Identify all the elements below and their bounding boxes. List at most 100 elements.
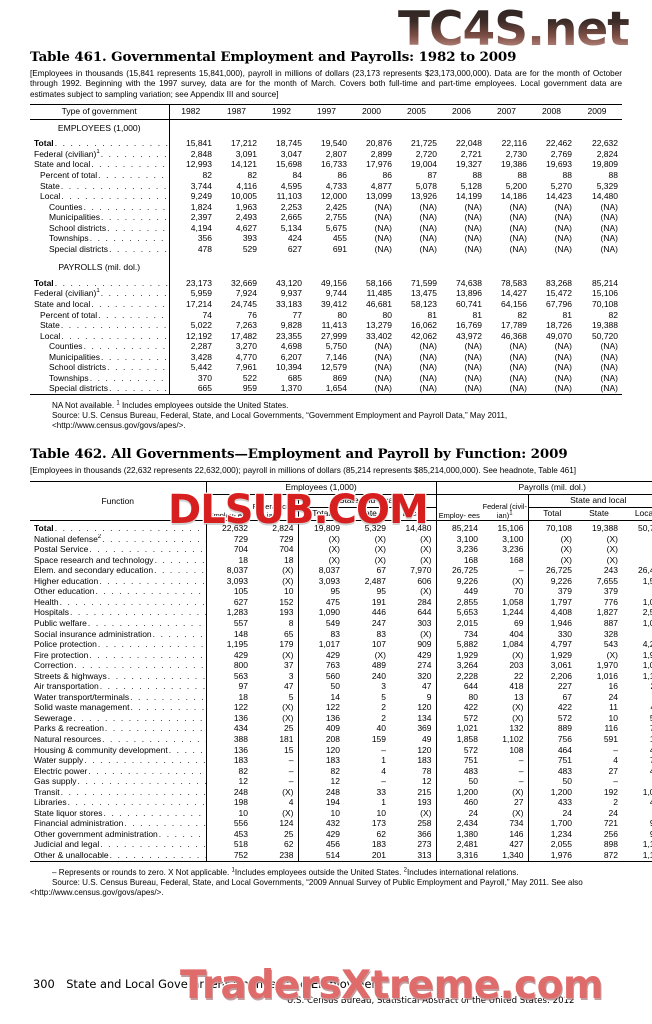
table-cell: 1,929 <box>527 649 576 661</box>
note-na: NA Not available. <box>52 400 115 410</box>
table-cell: – <box>613 744 618 755</box>
table-cell: 74 <box>168 309 216 321</box>
table-cell: 756 <box>527 733 576 745</box>
row-label-text: Electric power <box>34 765 88 776</box>
table-cell: (NA) <box>554 351 572 362</box>
table-cell: 62 <box>284 839 294 850</box>
table-cell: 1,195 <box>205 639 252 650</box>
col-header-1982: 1982 <box>168 104 216 120</box>
table-cell: 13 <box>514 691 524 702</box>
dot-leader <box>61 331 168 342</box>
row-label: Police protection <box>30 639 206 650</box>
table-461-header-row: Type of government 1982 1987 1992 1997 2… <box>30 104 622 120</box>
table-cell: (NA) <box>419 243 437 254</box>
table-cell: 14,427 <box>501 288 527 299</box>
col-header-sl-state-emp: State <box>357 507 377 518</box>
spacer-cell <box>441 119 486 138</box>
table-cell: 80 <box>337 309 347 320</box>
table-cell: 3 <box>381 681 386 692</box>
dot-leader <box>155 555 206 566</box>
table-cell: 330 <box>527 628 576 640</box>
table-cell: 21,725 <box>411 138 437 149</box>
table-cell: (NA) <box>464 222 482 233</box>
table-cell: (X) <box>527 533 576 545</box>
table-cell: 81 <box>427 309 437 320</box>
table-cell: 1,084 <box>502 639 524 650</box>
table-cell: 22 <box>514 670 524 681</box>
table-cell: 11,413 <box>321 320 347 331</box>
col-header-sl-total-emp: Total <box>297 507 344 521</box>
dot-leader <box>91 299 168 310</box>
table-cell: 42,062 <box>411 330 437 341</box>
dot-leader <box>91 159 168 170</box>
table-cell: 134 <box>417 712 432 723</box>
footer-source: U.S. Census Bureau, Statistical Abstract… <box>287 996 575 1006</box>
row-label: State and local <box>30 299 169 310</box>
table-cell: 22,462 <box>546 138 572 149</box>
table-cell: 1,976 <box>527 850 576 862</box>
table-cell: 591 <box>603 733 618 744</box>
spacer-cell <box>396 254 441 278</box>
table-cell: 26,482 <box>638 565 652 576</box>
table-cell: 1,234 <box>527 828 576 840</box>
table-cell: 388 <box>205 733 252 745</box>
table-cell: 16,062 <box>411 320 437 331</box>
table-cell: 2,720 <box>415 148 437 159</box>
table-cell: 108 <box>509 744 524 755</box>
table-cell: 60,741 <box>456 298 482 309</box>
table-cell: 49,070 <box>546 330 572 341</box>
table-cell: 58,166 <box>366 277 392 288</box>
table-cell: 3,264 <box>435 660 482 671</box>
dot-leader <box>98 310 168 321</box>
table-cell: 19,693 <box>546 159 572 170</box>
dot-leader <box>169 745 206 756</box>
table-cell: 10 <box>205 807 252 819</box>
table-cell: 25 <box>284 828 294 839</box>
table-cell: 4,408 <box>527 607 576 618</box>
table-cell: 11 <box>609 702 618 713</box>
row-label: School districts <box>30 362 169 373</box>
row-label-text: Federal (civilian)1 <box>34 148 100 159</box>
table-cell: 3,236 <box>502 544 524 555</box>
table-cell: 8,037 <box>205 565 252 576</box>
row-label: Other & unallocable <box>30 850 206 862</box>
table-cell: (X) <box>297 533 344 545</box>
table-cell: 560 <box>297 670 344 682</box>
dot-leader <box>109 383 168 393</box>
row-label-text: Higher education <box>34 575 99 586</box>
table-cell: 191 <box>371 596 386 607</box>
table-cell: 1,060 <box>642 617 652 628</box>
table-cell: (NA) <box>374 362 392 373</box>
row-label: Special districts <box>30 244 169 255</box>
table-cell: 256 <box>603 828 618 839</box>
spacer-cell <box>168 254 216 278</box>
table-cell: 7,970 <box>410 565 432 576</box>
table-cell: 685 <box>287 372 302 383</box>
table-row: Water transport/terminals185145980136724… <box>30 691 652 703</box>
table-cell: 747 <box>622 755 652 766</box>
spacer-cell <box>486 119 531 138</box>
group-header-employees: Employees (1,000) <box>205 481 436 495</box>
group-header-payrolls: Payrolls (mil. dol.) <box>435 481 652 495</box>
row-label-text: Counties <box>49 201 83 212</box>
table-cell: 20,876 <box>366 138 392 149</box>
table-cell: (NA) <box>419 201 437 212</box>
table-cell: 40 <box>376 723 386 734</box>
table-cell: – <box>288 765 294 776</box>
table-cell: (X) <box>622 808 652 819</box>
dot-leader <box>61 787 206 798</box>
table-cell: 19,540 <box>321 138 347 149</box>
table-cell: 751 <box>435 755 482 766</box>
table-cell: 431 <box>622 797 652 808</box>
table-cell: 120 <box>417 744 432 755</box>
col-header-1987: 1987 <box>227 106 246 117</box>
table-461-source: Source: U.S. Census Bureau, Federal, Sta… <box>52 411 508 431</box>
table-cell: 8,037 <box>297 565 344 576</box>
table-cell: 556 <box>205 818 252 829</box>
table-cell: 2,228 <box>435 670 482 682</box>
table-cell: 17,212 <box>231 138 257 149</box>
table-cell: 27,999 <box>321 330 347 341</box>
table-cell: 4,770 <box>235 351 257 362</box>
table-cell: 67 <box>376 565 386 576</box>
table-462-notes: – Represents or rounds to zero. X Not ap… <box>30 867 622 899</box>
